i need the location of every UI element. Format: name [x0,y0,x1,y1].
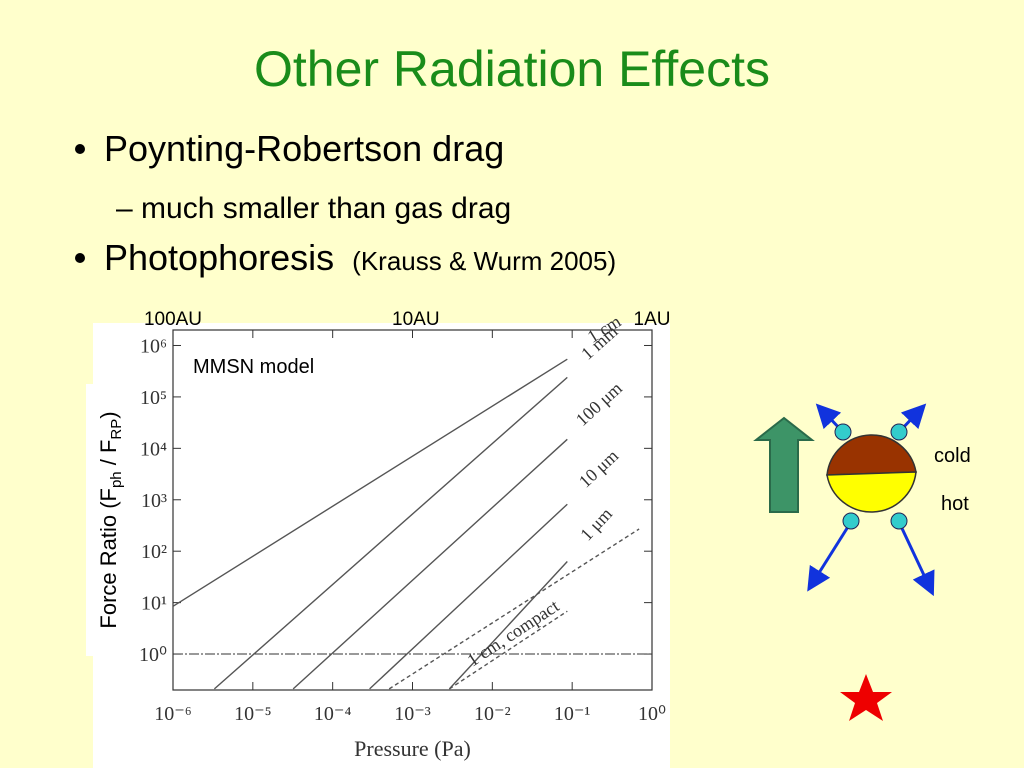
y-axis-label-part: ph [108,471,125,488]
label-cold: cold [934,445,971,467]
bullet-dot [75,144,85,154]
molecule [834,423,852,441]
x-tick-label: 10⁻³ [394,703,431,725]
cold-side [826,434,917,476]
y-axis-label-part: RP [108,419,125,440]
annotation: MMSN model [193,356,314,378]
y-axis-label-part: / F [96,440,121,472]
y-tick-label: 10³ [141,490,167,512]
x-axis-label: Pressure (Pa) [354,736,471,761]
y-axis-label-part: ) [96,411,121,418]
sub-bullet: – much smaller than gas drag [116,192,511,225]
y-axis-label: Force Ratio (Fph / FRP) [96,411,125,628]
emission-arrow [897,521,935,597]
label-hot: hot [941,493,969,515]
x-tick-label: 10⁻⁵ [234,703,272,725]
bullet: Poynting-Robertson drag [104,128,504,169]
chart-background [93,323,670,768]
y-tick-label: 10⁵ [140,387,167,409]
molecule [842,512,860,530]
x-tick-label: 10⁰ [638,703,666,725]
molecule [890,512,908,530]
ylabel-background [86,384,126,656]
slide-title: Other Radiation Effects [254,41,770,97]
series-line [448,561,568,690]
y-tick-label: 10¹ [141,593,167,615]
photophoresis-diagram: cold hot [753,403,971,721]
star [840,674,892,721]
y-tick-label: 10⁶ [140,335,167,357]
bullet: Photophoresis (Krauss & Wurm 2005) [104,237,616,278]
emission-arrow [807,521,853,592]
bullet-text: Photophoresis [104,237,334,278]
top-label: 10AU [392,309,440,330]
series-line [388,528,640,690]
series-line [449,610,568,690]
x-tick-label: 10⁻⁶ [154,703,192,725]
y-tick-label: 10⁰ [139,644,167,666]
top-label: 1AU [634,309,671,330]
series-line [369,503,568,690]
molecule [890,423,908,441]
top-label: 100AU [144,309,202,330]
x-tick-label: 10⁻¹ [554,703,591,725]
reference: (Krauss & Wurm 2005) [352,246,616,276]
y-tick-label: 10⁴ [140,438,167,460]
series-line [213,376,568,690]
series-line [172,358,568,607]
x-tick-label: 10⁻² [474,703,511,725]
x-tick-label: 10⁻⁴ [314,703,352,725]
y-tick-label: 10² [141,541,167,563]
series-line [292,438,568,690]
y-axis-label-part: Force Ratio (F [96,488,121,629]
force-arrow [753,416,815,513]
bullet-dot [75,253,85,263]
hot-side [826,471,917,513]
